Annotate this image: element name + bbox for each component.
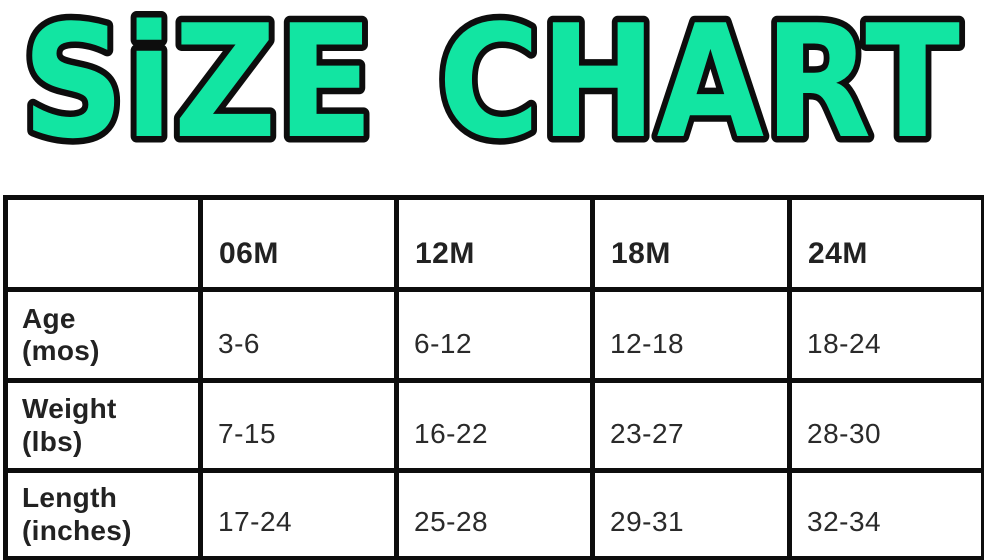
title-art: SiZE CHART	[16, 0, 967, 170]
table-cell: 16-22	[394, 378, 595, 473]
table-cell: 25-28	[394, 468, 595, 560]
row-label-text: Length	[22, 482, 118, 514]
table-cell: 7-15	[198, 378, 399, 473]
row-label-text: Weight	[22, 393, 117, 425]
table-cell: 18-24	[787, 287, 984, 383]
column-header-06m: 06M	[198, 195, 399, 292]
table-row-weight: Weight (lbs) 7-15 16-22 23-27 28-30	[3, 378, 984, 473]
page-title: SiZE CHART	[0, 0, 984, 170]
size-chart-table: 06M 12M 18M 24M Age (mos) 3-6 6-12 12-18…	[3, 195, 984, 560]
title-word-size: SiZE	[22, 0, 374, 170]
table-row-length: Length (inches) 17-24 25-28 29-31 32-34	[3, 468, 984, 560]
column-header-18m: 18M	[590, 195, 792, 292]
table-cell: 23-27	[590, 378, 792, 473]
empty-corner-cell	[3, 195, 203, 292]
row-header-age: Age (mos)	[3, 287, 203, 383]
table-cell: 28-30	[787, 378, 984, 473]
row-label-unit: (lbs)	[22, 425, 83, 457]
table-cell: 17-24	[198, 468, 399, 560]
table-cell: 12-18	[590, 287, 792, 383]
column-header-24m: 24M	[787, 195, 984, 292]
column-header-12m: 12M	[394, 195, 595, 292]
row-label-text: Age	[22, 302, 76, 334]
table-cell: 6-12	[394, 287, 595, 383]
table-cell: 29-31	[590, 468, 792, 560]
row-label-unit: (inches)	[22, 514, 132, 546]
row-header-weight: Weight (lbs)	[3, 378, 203, 473]
row-label-unit: (mos)	[22, 335, 100, 366]
table-row-age: Age (mos) 3-6 6-12 12-18 18-24	[3, 287, 984, 383]
table-cell: 32-34	[787, 468, 984, 560]
table-cell: 3-6	[198, 287, 399, 383]
header-row: 06M 12M 18M 24M	[3, 195, 984, 292]
row-header-length: Length (inches)	[3, 468, 203, 560]
title-word-chart: CHART	[438, 0, 960, 170]
